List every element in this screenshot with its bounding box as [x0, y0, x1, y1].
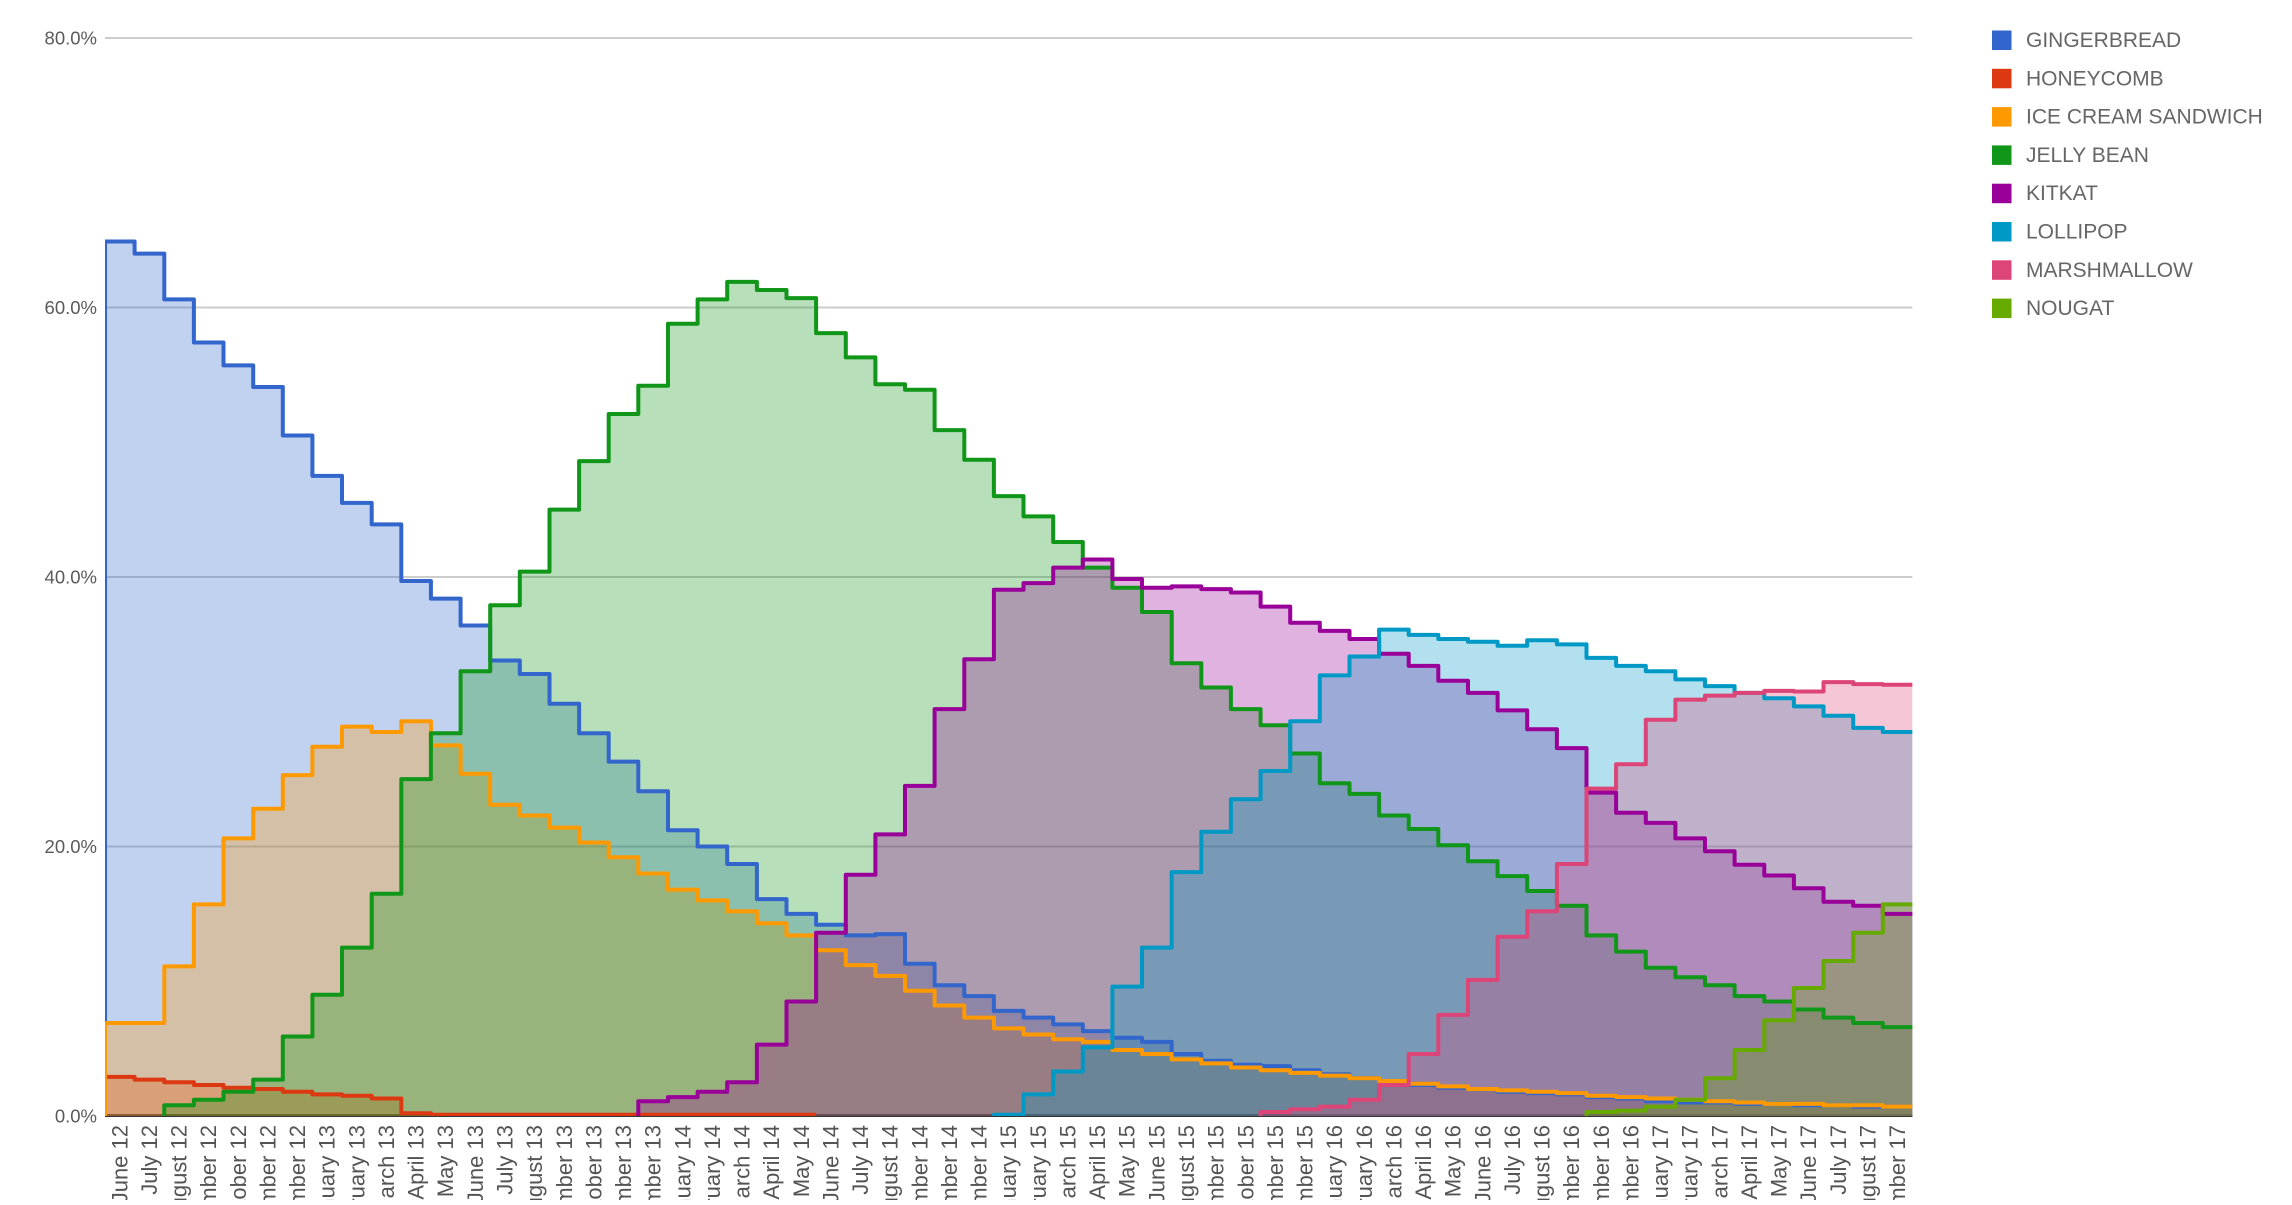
svg-text:January 13: January 13 — [315, 1125, 340, 1200]
svg-text:August 14: August 14 — [878, 1125, 903, 1200]
svg-text:November 13: November 13 — [611, 1125, 636, 1200]
svg-text:KITKAT: KITKAT — [2026, 182, 2098, 205]
svg-text:December 16: December 16 — [1618, 1125, 1643, 1200]
svg-text:April 17: April 17 — [1737, 1125, 1762, 1200]
svg-text:June 13: June 13 — [463, 1125, 488, 1200]
svg-text:June 15: June 15 — [1144, 1125, 1169, 1200]
svg-text:October 15: October 15 — [1233, 1125, 1258, 1200]
svg-text:July 14: July 14 — [848, 1125, 873, 1195]
svg-text:March 14: March 14 — [730, 1125, 755, 1200]
svg-text:February 13: February 13 — [344, 1125, 369, 1200]
svg-text:May 14: May 14 — [789, 1125, 814, 1197]
svg-text:September 17: September 17 — [1885, 1125, 1910, 1200]
svg-text:October 12: October 12 — [226, 1125, 251, 1200]
svg-text:September 13: September 13 — [552, 1125, 577, 1200]
svg-text:0.0%: 0.0% — [55, 1106, 97, 1127]
svg-text:April 14: April 14 — [759, 1125, 784, 1200]
svg-text:March 13: March 13 — [374, 1125, 399, 1200]
svg-text:JELLY BEAN: JELLY BEAN — [2026, 144, 2149, 167]
svg-text:July 12: July 12 — [137, 1125, 162, 1195]
svg-text:March 17: March 17 — [1707, 1125, 1732, 1200]
svg-text:MARSHMALLOW: MARSHMALLOW — [2026, 259, 2193, 282]
svg-text:20.0%: 20.0% — [45, 836, 97, 857]
svg-text:March 16: March 16 — [1381, 1125, 1406, 1200]
svg-text:August 12: August 12 — [167, 1125, 192, 1200]
svg-text:November 12: November 12 — [256, 1125, 281, 1200]
svg-text:September 15: September 15 — [1204, 1125, 1229, 1200]
svg-text:January 16: January 16 — [1322, 1125, 1347, 1200]
svg-text:December 15: December 15 — [1293, 1125, 1318, 1200]
svg-text:July 17: July 17 — [1826, 1125, 1851, 1195]
svg-text:LOLLIPOP: LOLLIPOP — [2026, 221, 2128, 244]
svg-text:June 16: June 16 — [1470, 1125, 1495, 1200]
svg-text:September 14: September 14 — [907, 1125, 932, 1200]
svg-text:July 13: July 13 — [493, 1125, 518, 1195]
svg-text:December 13: December 13 — [641, 1125, 666, 1200]
svg-text:August 15: August 15 — [1174, 1125, 1199, 1200]
svg-text:June 17: June 17 — [1796, 1125, 1821, 1200]
svg-text:April 13: April 13 — [404, 1125, 429, 1200]
svg-text:August 17: August 17 — [1856, 1125, 1881, 1200]
svg-text:GINGERBREAD: GINGERBREAD — [2026, 29, 2181, 52]
svg-text:November 14: November 14 — [937, 1125, 962, 1200]
svg-text:May 16: May 16 — [1441, 1125, 1466, 1197]
svg-text:October 13: October 13 — [581, 1125, 606, 1200]
svg-text:May 15: May 15 — [1115, 1125, 1140, 1197]
svg-text:May 17: May 17 — [1767, 1125, 1792, 1197]
svg-text:February 14: February 14 — [700, 1125, 725, 1200]
svg-text:HONEYCOMB: HONEYCOMB — [2026, 67, 2164, 90]
svg-text:40.0%: 40.0% — [45, 567, 97, 588]
svg-text:February 16: February 16 — [1352, 1125, 1377, 1200]
svg-text:May 13: May 13 — [433, 1125, 458, 1197]
svg-text:September 16: September 16 — [1559, 1125, 1584, 1200]
svg-text:ICE CREAM SANDWICH: ICE CREAM SANDWICH — [2026, 106, 2263, 129]
svg-text:November 15: November 15 — [1263, 1125, 1288, 1200]
svg-text:June 12: June 12 — [107, 1125, 132, 1200]
svg-text:June 14: June 14 — [818, 1125, 843, 1200]
svg-text:February 15: February 15 — [1026, 1125, 1051, 1200]
svg-text:February 17: February 17 — [1678, 1125, 1703, 1200]
svg-text:July 16: July 16 — [1500, 1125, 1525, 1195]
svg-text:April 15: April 15 — [1085, 1125, 1110, 1200]
svg-text:August 13: August 13 — [522, 1125, 547, 1200]
svg-text:August 16: August 16 — [1530, 1125, 1555, 1200]
svg-text:March 15: March 15 — [1056, 1125, 1081, 1200]
svg-text:September 12: September 12 — [196, 1125, 221, 1200]
svg-text:January 17: January 17 — [1648, 1125, 1673, 1200]
svg-text:November 16: November 16 — [1589, 1125, 1614, 1200]
svg-text:80.0%: 80.0% — [45, 28, 97, 49]
svg-text:April 16: April 16 — [1411, 1125, 1436, 1200]
svg-text:December 14: December 14 — [967, 1125, 992, 1200]
svg-text:60.0%: 60.0% — [45, 297, 97, 318]
svg-text:January 15: January 15 — [996, 1125, 1021, 1200]
svg-text:January 14: January 14 — [670, 1125, 695, 1200]
svg-text:NOUGAT: NOUGAT — [2026, 297, 2114, 320]
svg-text:December 12: December 12 — [285, 1125, 310, 1200]
